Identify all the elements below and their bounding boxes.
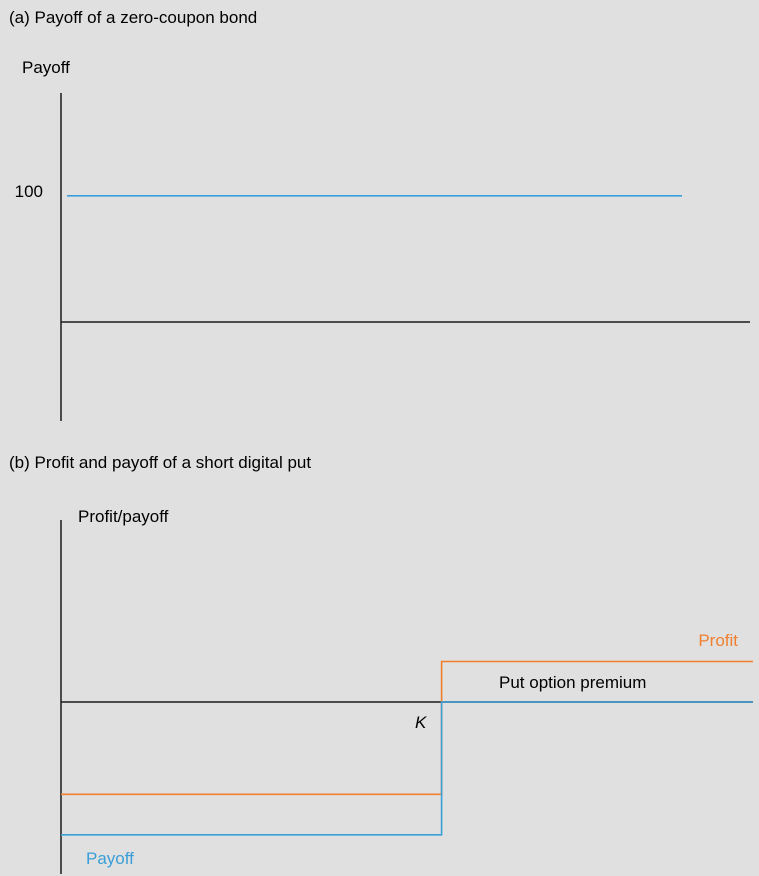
panel-a-ylabel: Payoff — [22, 58, 70, 77]
panel-a-title: (a) Payoff of a zero-coupon bond — [9, 8, 257, 27]
panel-b-series-group — [61, 660, 753, 836]
profit-line — [61, 660, 753, 796]
premium-annotation: Put option premium — [499, 673, 646, 692]
strike-label: K — [415, 713, 427, 732]
payoff-line — [61, 701, 753, 836]
panel-b-ylabel: Profit/payoff — [78, 507, 169, 526]
profit-legend-label: Profit — [698, 631, 738, 650]
panel-a-y-tick-label: 100 — [15, 182, 43, 201]
panel-b-title: (b) Profit and payoff of a short digital… — [9, 453, 311, 472]
panel-a: (a) Payoff of a zero-coupon bond Payoff … — [9, 8, 750, 421]
payoff-legend-label: Payoff — [86, 849, 134, 868]
panel-b: (b) Profit and payoff of a short digital… — [9, 453, 753, 874]
